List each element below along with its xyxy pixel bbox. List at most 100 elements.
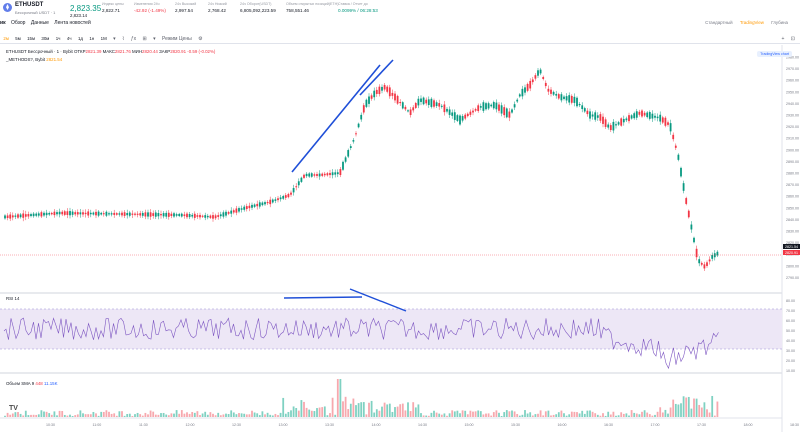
volume-bar bbox=[401, 403, 404, 417]
candle bbox=[534, 75, 537, 79]
candle bbox=[92, 212, 95, 215]
view-tradingview[interactable]: TradingView bbox=[739, 20, 764, 25]
volume-bar bbox=[258, 415, 261, 417]
candle bbox=[191, 214, 194, 217]
volume-bar bbox=[37, 414, 40, 417]
volume-bar bbox=[440, 414, 443, 417]
ma-legend: _METHODS?, Bybit 2821.54 bbox=[6, 57, 62, 62]
volume-bar bbox=[82, 413, 84, 417]
view-standard[interactable]: Стандартный bbox=[705, 20, 733, 25]
timeframe-1M[interactable]: 1М bbox=[100, 36, 107, 41]
candle bbox=[63, 211, 66, 215]
volume-bar bbox=[612, 411, 615, 417]
candle bbox=[544, 82, 547, 87]
layout-icon[interactable]: ⊞ bbox=[142, 36, 147, 42]
candle bbox=[342, 161, 344, 170]
candle bbox=[188, 213, 191, 218]
volume-bar bbox=[560, 410, 563, 417]
view-depth[interactable]: Глубина bbox=[771, 20, 788, 25]
eth-coin-icon bbox=[3, 3, 12, 12]
tab-data[interactable]: Данные bbox=[30, 20, 49, 26]
volume-bar bbox=[219, 415, 222, 417]
volume-bar bbox=[396, 406, 399, 417]
fullscreen-icon[interactable]: ⊡ bbox=[790, 36, 795, 42]
volume-bar bbox=[443, 413, 446, 417]
tab-news[interactable]: Лента новостей bbox=[54, 20, 91, 26]
candle bbox=[407, 110, 409, 112]
rsi-axis-label: 50.00 bbox=[786, 329, 795, 333]
symbol-name[interactable]: ETHUSDT bbox=[15, 2, 44, 8]
candle bbox=[105, 211, 108, 216]
ma-price-value: 2821.54 bbox=[785, 245, 798, 249]
timeframe-1d[interactable]: 1д bbox=[77, 36, 83, 41]
volume-bar bbox=[178, 413, 181, 417]
volume-bar bbox=[388, 403, 391, 417]
candle bbox=[375, 89, 378, 94]
chart-canvas[interactable]: 2980.00 2970.00 2960.00 2950.00 2940.00 2930.… bbox=[0, 45, 800, 432]
volume-bar bbox=[32, 414, 35, 417]
candle bbox=[113, 212, 116, 215]
more-timeframes-icon[interactable]: ▾ bbox=[113, 36, 116, 42]
tradingview-chart-button[interactable]: TradingView chart bbox=[757, 51, 792, 57]
candle bbox=[134, 213, 136, 215]
time-axis-label: 11:00 bbox=[93, 423, 102, 427]
volume-bar bbox=[412, 402, 415, 417]
candle-type-icon[interactable]: ⌇ bbox=[122, 36, 125, 42]
volume-bar bbox=[245, 414, 248, 417]
volume-bar bbox=[661, 412, 664, 417]
volume-bar bbox=[53, 411, 56, 417]
last-price: 2,823.35 2,823.14 bbox=[70, 4, 102, 18]
candle bbox=[253, 204, 256, 207]
volume-bar bbox=[165, 414, 168, 417]
volume-bar bbox=[141, 415, 144, 417]
timeframe-1h[interactable]: 1ч bbox=[55, 36, 61, 41]
add-icon[interactable]: + bbox=[781, 36, 785, 42]
symbol-subtitle: Бессрочный USDT · 1 bbox=[15, 10, 56, 15]
volume-bar bbox=[238, 413, 240, 417]
volume-bar bbox=[69, 414, 71, 417]
timeframe-5m[interactable]: 5м bbox=[15, 36, 21, 41]
legend-open: 2821.39 bbox=[85, 49, 102, 54]
candle bbox=[461, 116, 464, 121]
volume-bar bbox=[659, 407, 662, 417]
timeframe-30m[interactable]: 30м bbox=[41, 36, 50, 41]
volume-bar bbox=[576, 412, 578, 417]
timeframe-2m[interactable]: 2м bbox=[3, 36, 9, 41]
timeframe-15m[interactable]: 15м bbox=[27, 36, 36, 41]
volume-bar bbox=[261, 411, 264, 417]
indicators-icon[interactable]: ƒx bbox=[130, 36, 137, 42]
tab-overview[interactable]: Обзор bbox=[10, 20, 26, 26]
volume-bar bbox=[222, 414, 225, 417]
candle bbox=[487, 103, 490, 109]
timeframe-4h[interactable]: 4ч bbox=[66, 36, 72, 41]
current-price-value: 2820.91 bbox=[785, 251, 798, 255]
volume-bar bbox=[329, 413, 331, 417]
volume-bar bbox=[266, 412, 269, 417]
chart-area[interactable]: 2980.00 2970.00 2960.00 2950.00 2940.00 2930.… bbox=[0, 45, 800, 432]
price-mode-button[interactable]: Режим Цены bbox=[162, 36, 192, 42]
volume-bar bbox=[76, 414, 79, 417]
timeframe-1w[interactable]: 1н bbox=[89, 36, 95, 41]
candle bbox=[61, 211, 64, 215]
volume-bar bbox=[147, 414, 149, 417]
volume-bar bbox=[154, 414, 157, 417]
rsi-axis-label: 60.00 bbox=[786, 319, 795, 323]
volume-bar bbox=[19, 413, 22, 417]
header-stat: 24ч Высокий 2,997.54 bbox=[175, 2, 196, 13]
candle bbox=[217, 215, 220, 217]
tab-chart[interactable]: ик bbox=[0, 20, 6, 26]
rsi-axis-label: 80.00 bbox=[786, 299, 795, 303]
candle bbox=[108, 213, 110, 215]
candle bbox=[308, 173, 311, 177]
candle bbox=[27, 214, 30, 217]
candle bbox=[79, 212, 82, 215]
candle bbox=[95, 211, 97, 216]
volume-bar bbox=[539, 410, 542, 417]
candle bbox=[669, 123, 672, 132]
dropdown-icon[interactable]: ▾ bbox=[153, 36, 156, 42]
volume-bar bbox=[373, 412, 376, 417]
candle bbox=[349, 146, 352, 148]
volume-bar bbox=[362, 402, 365, 417]
header-stat: Объем открытых позиций(ETH) 758,551.46 bbox=[286, 2, 338, 13]
settings-icon[interactable]: ⚙ bbox=[198, 36, 203, 42]
